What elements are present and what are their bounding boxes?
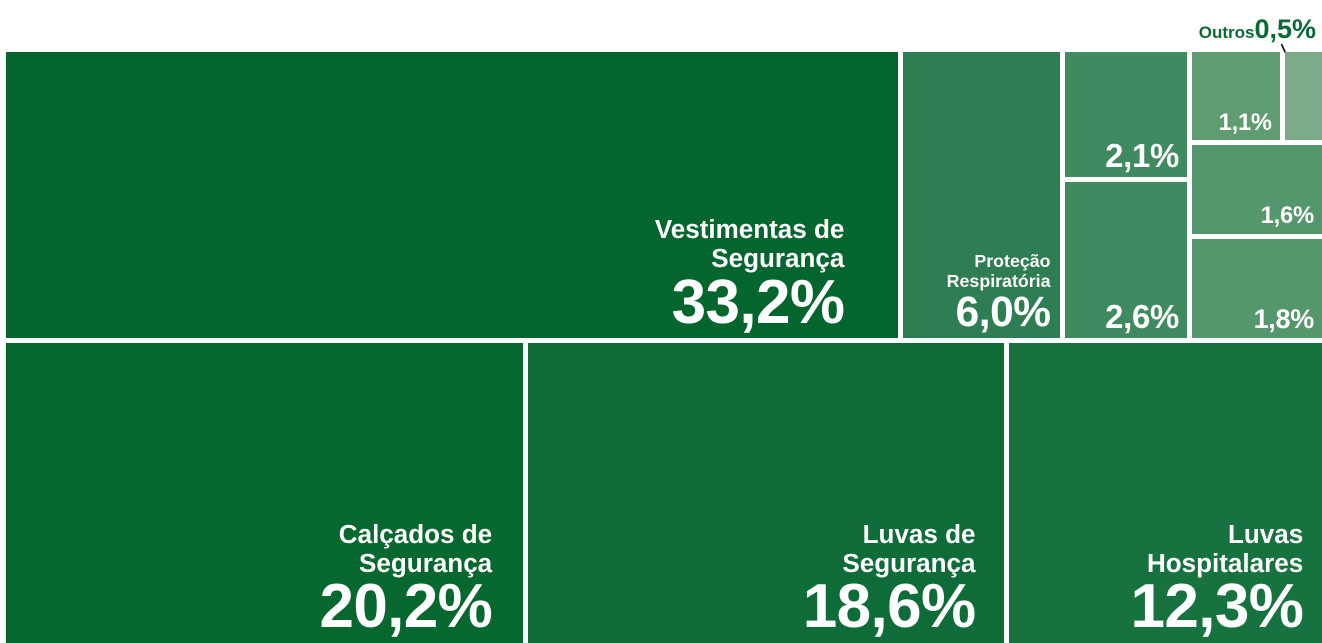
value-label: 2,1% bbox=[1105, 136, 1179, 174]
tile-label: 1,6% bbox=[1260, 201, 1315, 229]
tile-label: Luvas Hospitalares 12,3% bbox=[1079, 518, 1304, 642]
category-label: Outros bbox=[1198, 23, 1255, 42]
tile: Luvas de Segurança 18,6% bbox=[528, 343, 1005, 643]
outros-label: Outros0,5% bbox=[1199, 14, 1316, 45]
category-label: Calçados de Segurança bbox=[338, 518, 493, 578]
value-label: 1,6% bbox=[1260, 201, 1315, 229]
tile bbox=[1284, 52, 1322, 141]
tile-label: Proteção Respiratória 6,0% bbox=[903, 251, 1051, 336]
tile: 2,1% bbox=[1064, 52, 1187, 178]
value-label: 6,0% bbox=[955, 288, 1051, 336]
tile-label: 1,8% bbox=[1253, 303, 1315, 334]
tile: Proteção Respiratória 6,0% bbox=[902, 52, 1060, 339]
value-label: 18,6% bbox=[802, 572, 976, 642]
tile: 1,8% bbox=[1191, 238, 1322, 339]
tile-label: 2,6% bbox=[1105, 298, 1179, 336]
tile: Calçados de Segurança 20,2% bbox=[6, 343, 524, 643]
tile: 1,6% bbox=[1191, 145, 1322, 234]
value-label: 1,1% bbox=[1218, 109, 1272, 136]
tile: 2,6% bbox=[1064, 182, 1187, 339]
value-label: 0,5% bbox=[1254, 14, 1316, 44]
tile-label: Calçados de Segurança 20,2% bbox=[268, 518, 493, 642]
category-label: Proteção Respiratória bbox=[946, 251, 1051, 292]
tile-label: 1,1% bbox=[1218, 109, 1272, 136]
value-label: 33,2% bbox=[671, 267, 845, 337]
tile-label: 2,1% bbox=[1105, 136, 1179, 174]
value-label: 12,3% bbox=[1130, 572, 1304, 642]
value-label: 20,2% bbox=[319, 572, 493, 642]
category-label: Luvas de Segurança bbox=[842, 518, 976, 578]
tile: 1,1% bbox=[1191, 52, 1280, 141]
category-label: Vestimentas de Segurança bbox=[654, 214, 845, 274]
value-label: 2,6% bbox=[1105, 298, 1179, 336]
tile: Vestimentas de Segurança 33,2% bbox=[6, 52, 898, 339]
tile-label: Luvas de Segurança 18,6% bbox=[752, 518, 976, 642]
category-label: Luvas Hospitalares bbox=[1146, 518, 1304, 578]
value-label: 1,8% bbox=[1253, 303, 1315, 334]
tile-label: Vestimentas de Segurança 33,2% bbox=[620, 214, 845, 337]
tile: Luvas Hospitalares 12,3% bbox=[1009, 343, 1322, 643]
